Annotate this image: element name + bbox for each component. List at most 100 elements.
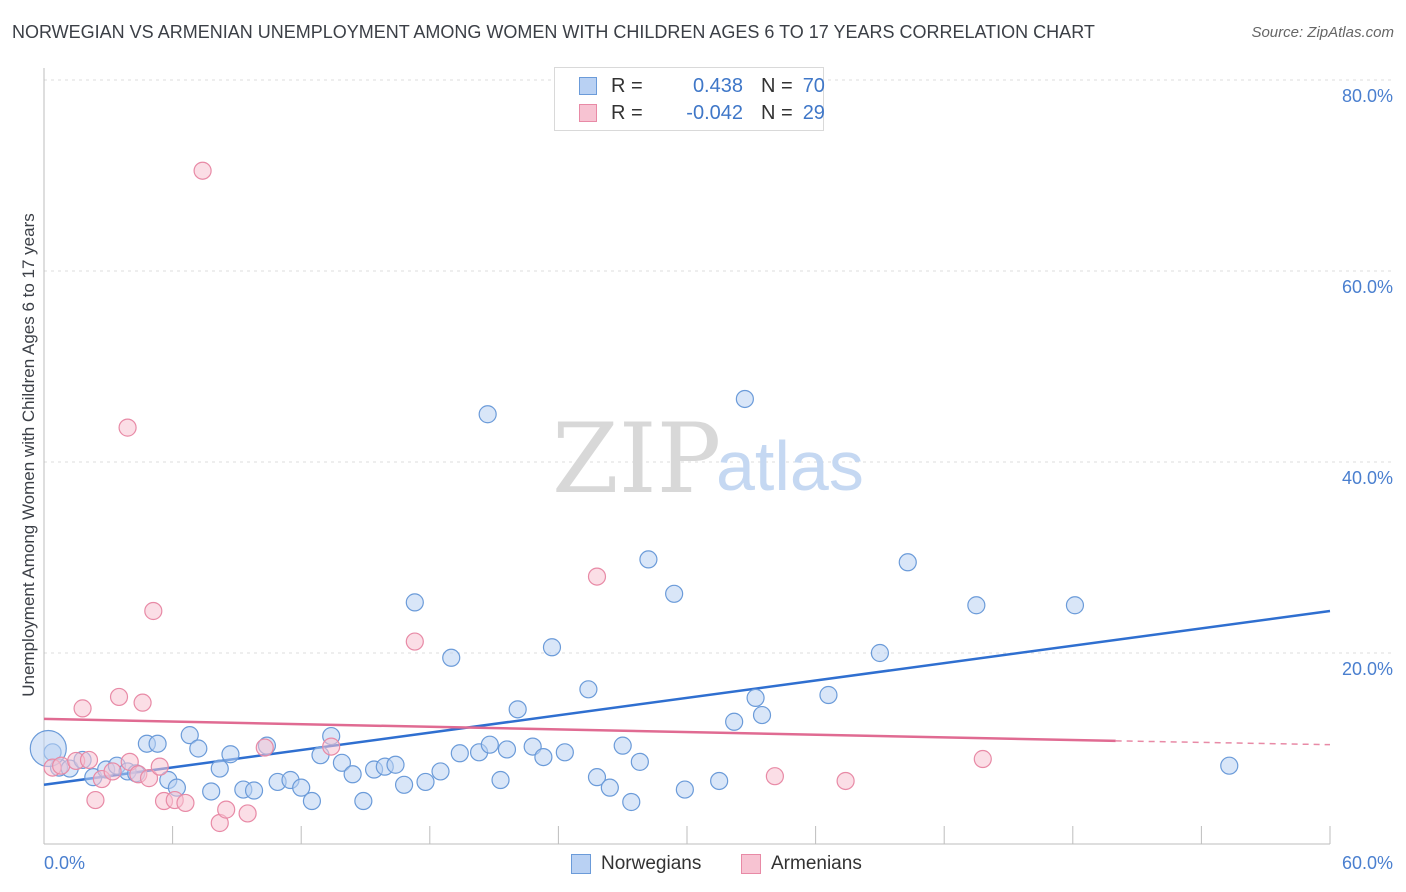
trend-line-armenians [43, 717, 1116, 743]
point-norwegians [870, 643, 890, 663]
trend-line-extension-armenians [1115, 740, 1331, 746]
legend-item-norwegians[interactable]: Norwegians [571, 851, 701, 877]
gridlines [44, 79, 1392, 654]
point-norwegians [354, 791, 373, 811]
point-norwegians [210, 759, 229, 778]
axes [43, 68, 1331, 845]
legend-n-value: 29 [802, 101, 825, 124]
point-armenians [139, 769, 159, 788]
legend-swatch-armenians [579, 104, 597, 122]
point-norwegians [394, 775, 414, 794]
legend-item-armenians[interactable]: Armenians [741, 851, 862, 877]
point-armenians [836, 771, 855, 791]
point-armenians [52, 756, 71, 775]
legend-n-value: 70 [802, 74, 825, 97]
correlation-legend: R = 0.438 N = 70 R = -0.042 N = 29 [554, 67, 825, 131]
point-norwegians [343, 765, 362, 784]
point-norwegians [613, 736, 632, 755]
point-armenians [322, 737, 341, 756]
point-armenians [405, 632, 424, 651]
point-norwegians [221, 745, 240, 764]
point-norwegians [639, 550, 658, 569]
y-tick-label: 40.0% [1342, 468, 1393, 488]
point-norwegians [579, 680, 598, 699]
x-tick-label: 60.0% [1342, 853, 1393, 873]
point-norwegians [600, 778, 619, 797]
point-armenians [103, 762, 122, 781]
point-norwegians [497, 740, 517, 759]
point-norwegians [431, 762, 450, 781]
watermark: ZIP atlas [552, 403, 864, 515]
point-norwegians [332, 753, 352, 772]
point-norwegians [244, 781, 264, 800]
point-armenians [255, 738, 274, 757]
point-armenians [238, 804, 257, 823]
point-norwegians [735, 389, 754, 409]
trend-lines [43, 609, 1331, 787]
trend-line-norwegians [43, 609, 1331, 787]
point-armenians [150, 757, 169, 776]
point-norwegians [491, 770, 510, 790]
point-armenians [973, 749, 992, 769]
watermark-atlas: atlas [716, 427, 864, 505]
point-norwegians [710, 771, 729, 791]
point-norwegians [292, 778, 311, 797]
point-norwegians [180, 726, 199, 745]
point-norwegians [478, 405, 497, 424]
point-armenians [118, 418, 137, 437]
point-norwegians [302, 791, 322, 811]
point-norwegians [752, 705, 772, 725]
tick-labels: 20.0% 40.0% 60.0% 80.0% 0.0% 60.0% [44, 86, 1393, 873]
point-norwegians [675, 780, 694, 799]
point-norwegians [587, 768, 607, 787]
chart-title: NORWEGIAN VS ARMENIAN UNEMPLOYMENT AMONG… [12, 22, 1095, 42]
point-norwegians [1220, 756, 1239, 775]
point-norwegians [386, 755, 405, 774]
point-armenians [109, 687, 129, 707]
legend-r-value: 0.438 [692, 74, 743, 97]
point-norwegians [746, 688, 765, 707]
y-tick-label: 60.0% [1342, 277, 1393, 297]
legend-swatch-armenians [741, 854, 761, 874]
point-norwegians [508, 700, 527, 719]
y-tick-label: 80.0% [1342, 86, 1393, 106]
point-norwegians [480, 735, 499, 754]
point-norwegians [542, 638, 562, 657]
watermark-zip: ZIP [552, 403, 721, 515]
point-norwegians [967, 596, 986, 615]
legend-swatch-norwegians [579, 77, 597, 95]
point-norwegians [1065, 596, 1085, 615]
point-norwegians [534, 747, 553, 767]
point-norwegians [442, 648, 461, 667]
point-norwegians [630, 752, 649, 771]
point-armenians [587, 567, 607, 586]
legend-label-armenians: Armenians [771, 853, 862, 874]
point-norwegians [450, 744, 469, 763]
legend-row-norwegians: R = 0.438 N = 70 [579, 73, 825, 99]
point-armenians [79, 750, 99, 770]
point-armenians [73, 699, 92, 718]
legend-r-label: R = [611, 101, 643, 124]
point-norwegians [416, 772, 435, 792]
legend-n-label: N = [761, 101, 793, 124]
point-armenians [120, 752, 139, 771]
point-norwegians [148, 734, 167, 753]
point-norwegians [665, 584, 684, 603]
legend-row-armenians: R = -0.042 N = 29 [579, 100, 825, 126]
point-armenians [133, 693, 152, 712]
point-norwegians [622, 792, 641, 812]
x-tick-label: 0.0% [44, 853, 85, 873]
point-norwegians [898, 553, 917, 572]
point-norwegians [189, 739, 208, 758]
legend-label-norwegians: Norwegians [601, 853, 702, 874]
point-armenians [217, 800, 236, 819]
point-armenians [193, 161, 212, 180]
legend-r-value: -0.042 [686, 101, 743, 124]
point-norwegians [819, 685, 838, 705]
legend-r-label: R = [611, 74, 643, 97]
point-armenians [144, 601, 163, 621]
point-armenians [176, 793, 195, 813]
point-armenians [765, 767, 784, 786]
source-label: Source: ZipAtlas.com [1251, 24, 1394, 41]
